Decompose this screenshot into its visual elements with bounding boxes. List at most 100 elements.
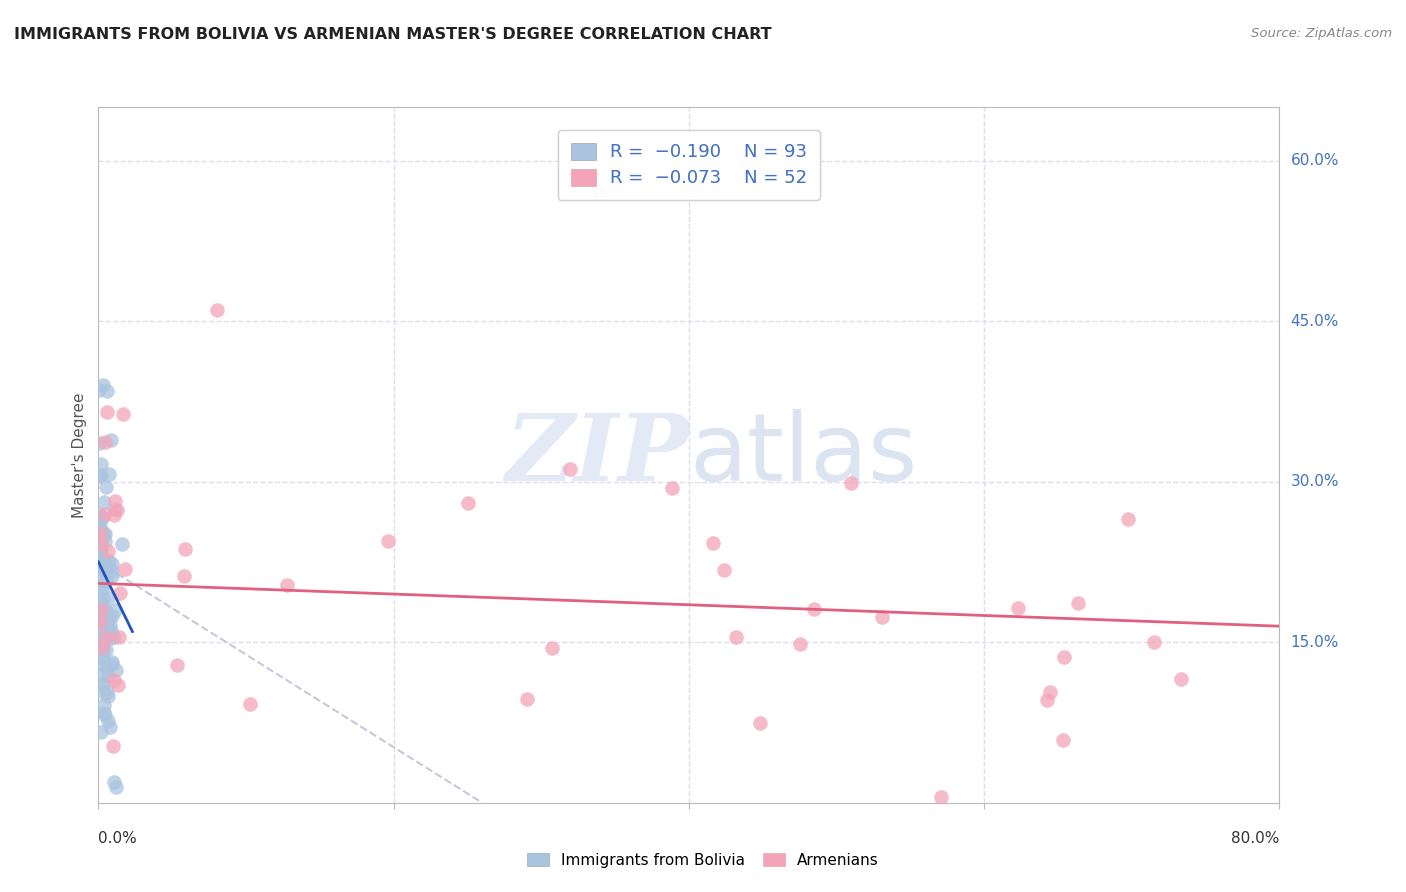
Point [94, 574, 117, 589]
Point [789, 637, 811, 651]
Point [90, 640, 112, 654]
Point [1039, 685, 1062, 699]
Y-axis label: Master's Degree: Master's Degree [72, 392, 87, 517]
Point [98, 467, 121, 481]
Point [90, 535, 112, 549]
Point [90, 510, 112, 524]
Point [166, 658, 188, 673]
Point [94, 708, 117, 723]
Point [90, 467, 112, 482]
Point [94, 558, 117, 573]
Text: 80.0%: 80.0% [1232, 831, 1279, 846]
Point [104, 494, 127, 508]
Point [1052, 650, 1074, 665]
Point [100, 720, 122, 734]
Point [90, 522, 112, 536]
Text: 60.0%: 60.0% [1291, 153, 1339, 168]
Point [97, 689, 120, 703]
Point [238, 697, 260, 711]
Point [91, 378, 114, 392]
Point [90, 603, 112, 617]
Point [101, 655, 124, 669]
Point [173, 569, 195, 583]
Point [98, 609, 121, 624]
Point [96, 623, 118, 637]
Point [89, 541, 111, 555]
Text: 15.0%: 15.0% [1291, 635, 1339, 649]
Point [870, 609, 893, 624]
Point [96, 404, 118, 418]
Point [101, 609, 124, 624]
Point [90, 458, 112, 472]
Point [90, 536, 112, 550]
Point [89, 521, 111, 535]
Point [457, 496, 479, 510]
Point [96, 561, 118, 575]
Point [93, 706, 115, 720]
Point [91, 677, 114, 691]
Point [377, 533, 399, 548]
Point [105, 503, 128, 517]
Point [110, 586, 132, 600]
Point [91, 640, 114, 654]
Point [101, 569, 124, 583]
Point [1118, 512, 1140, 526]
Point [94, 526, 117, 541]
Point [91, 602, 114, 616]
Point [100, 657, 122, 671]
Point [748, 715, 770, 730]
Point [91, 581, 114, 595]
Point [91, 561, 114, 575]
Point [93, 495, 115, 509]
Point [104, 501, 127, 516]
Point [89, 593, 111, 607]
Point [94, 507, 117, 521]
Point [93, 686, 115, 700]
Point [89, 546, 111, 560]
Point [100, 623, 122, 637]
Point [97, 544, 120, 558]
Point [1170, 673, 1192, 687]
Point [93, 658, 115, 673]
Point [103, 774, 125, 789]
Point [96, 630, 118, 644]
Point [96, 685, 118, 699]
Point [114, 562, 136, 576]
Point [702, 536, 724, 550]
Point [91, 610, 114, 624]
Text: ZIP: ZIP [505, 410, 689, 500]
Point [100, 631, 122, 645]
Point [101, 557, 124, 571]
Point [97, 669, 120, 683]
Point [107, 630, 129, 644]
Point [97, 554, 120, 568]
Point [103, 630, 125, 644]
Point [89, 535, 111, 549]
Point [94, 480, 117, 494]
Point [104, 603, 127, 617]
Point [89, 615, 111, 629]
Point [839, 476, 862, 491]
Point [89, 620, 111, 634]
Point [89, 525, 111, 540]
Point [93, 698, 115, 713]
Point [90, 551, 112, 566]
Point [541, 640, 564, 655]
Point [91, 613, 114, 627]
Point [107, 678, 129, 692]
Point [94, 642, 117, 657]
Text: 45.0%: 45.0% [1291, 314, 1339, 328]
Text: 0.0%: 0.0% [98, 831, 138, 846]
Point [90, 554, 112, 568]
Point [205, 303, 228, 318]
Point [1036, 693, 1059, 707]
Point [94, 434, 117, 449]
Point [100, 433, 122, 447]
Legend: Immigrants from Bolivia, Armenians: Immigrants from Bolivia, Armenians [520, 845, 886, 875]
Point [1143, 635, 1166, 649]
Point [90, 633, 112, 648]
Text: 30.0%: 30.0% [1291, 475, 1339, 489]
Point [803, 601, 825, 615]
Point [91, 591, 114, 606]
Point [111, 537, 134, 551]
